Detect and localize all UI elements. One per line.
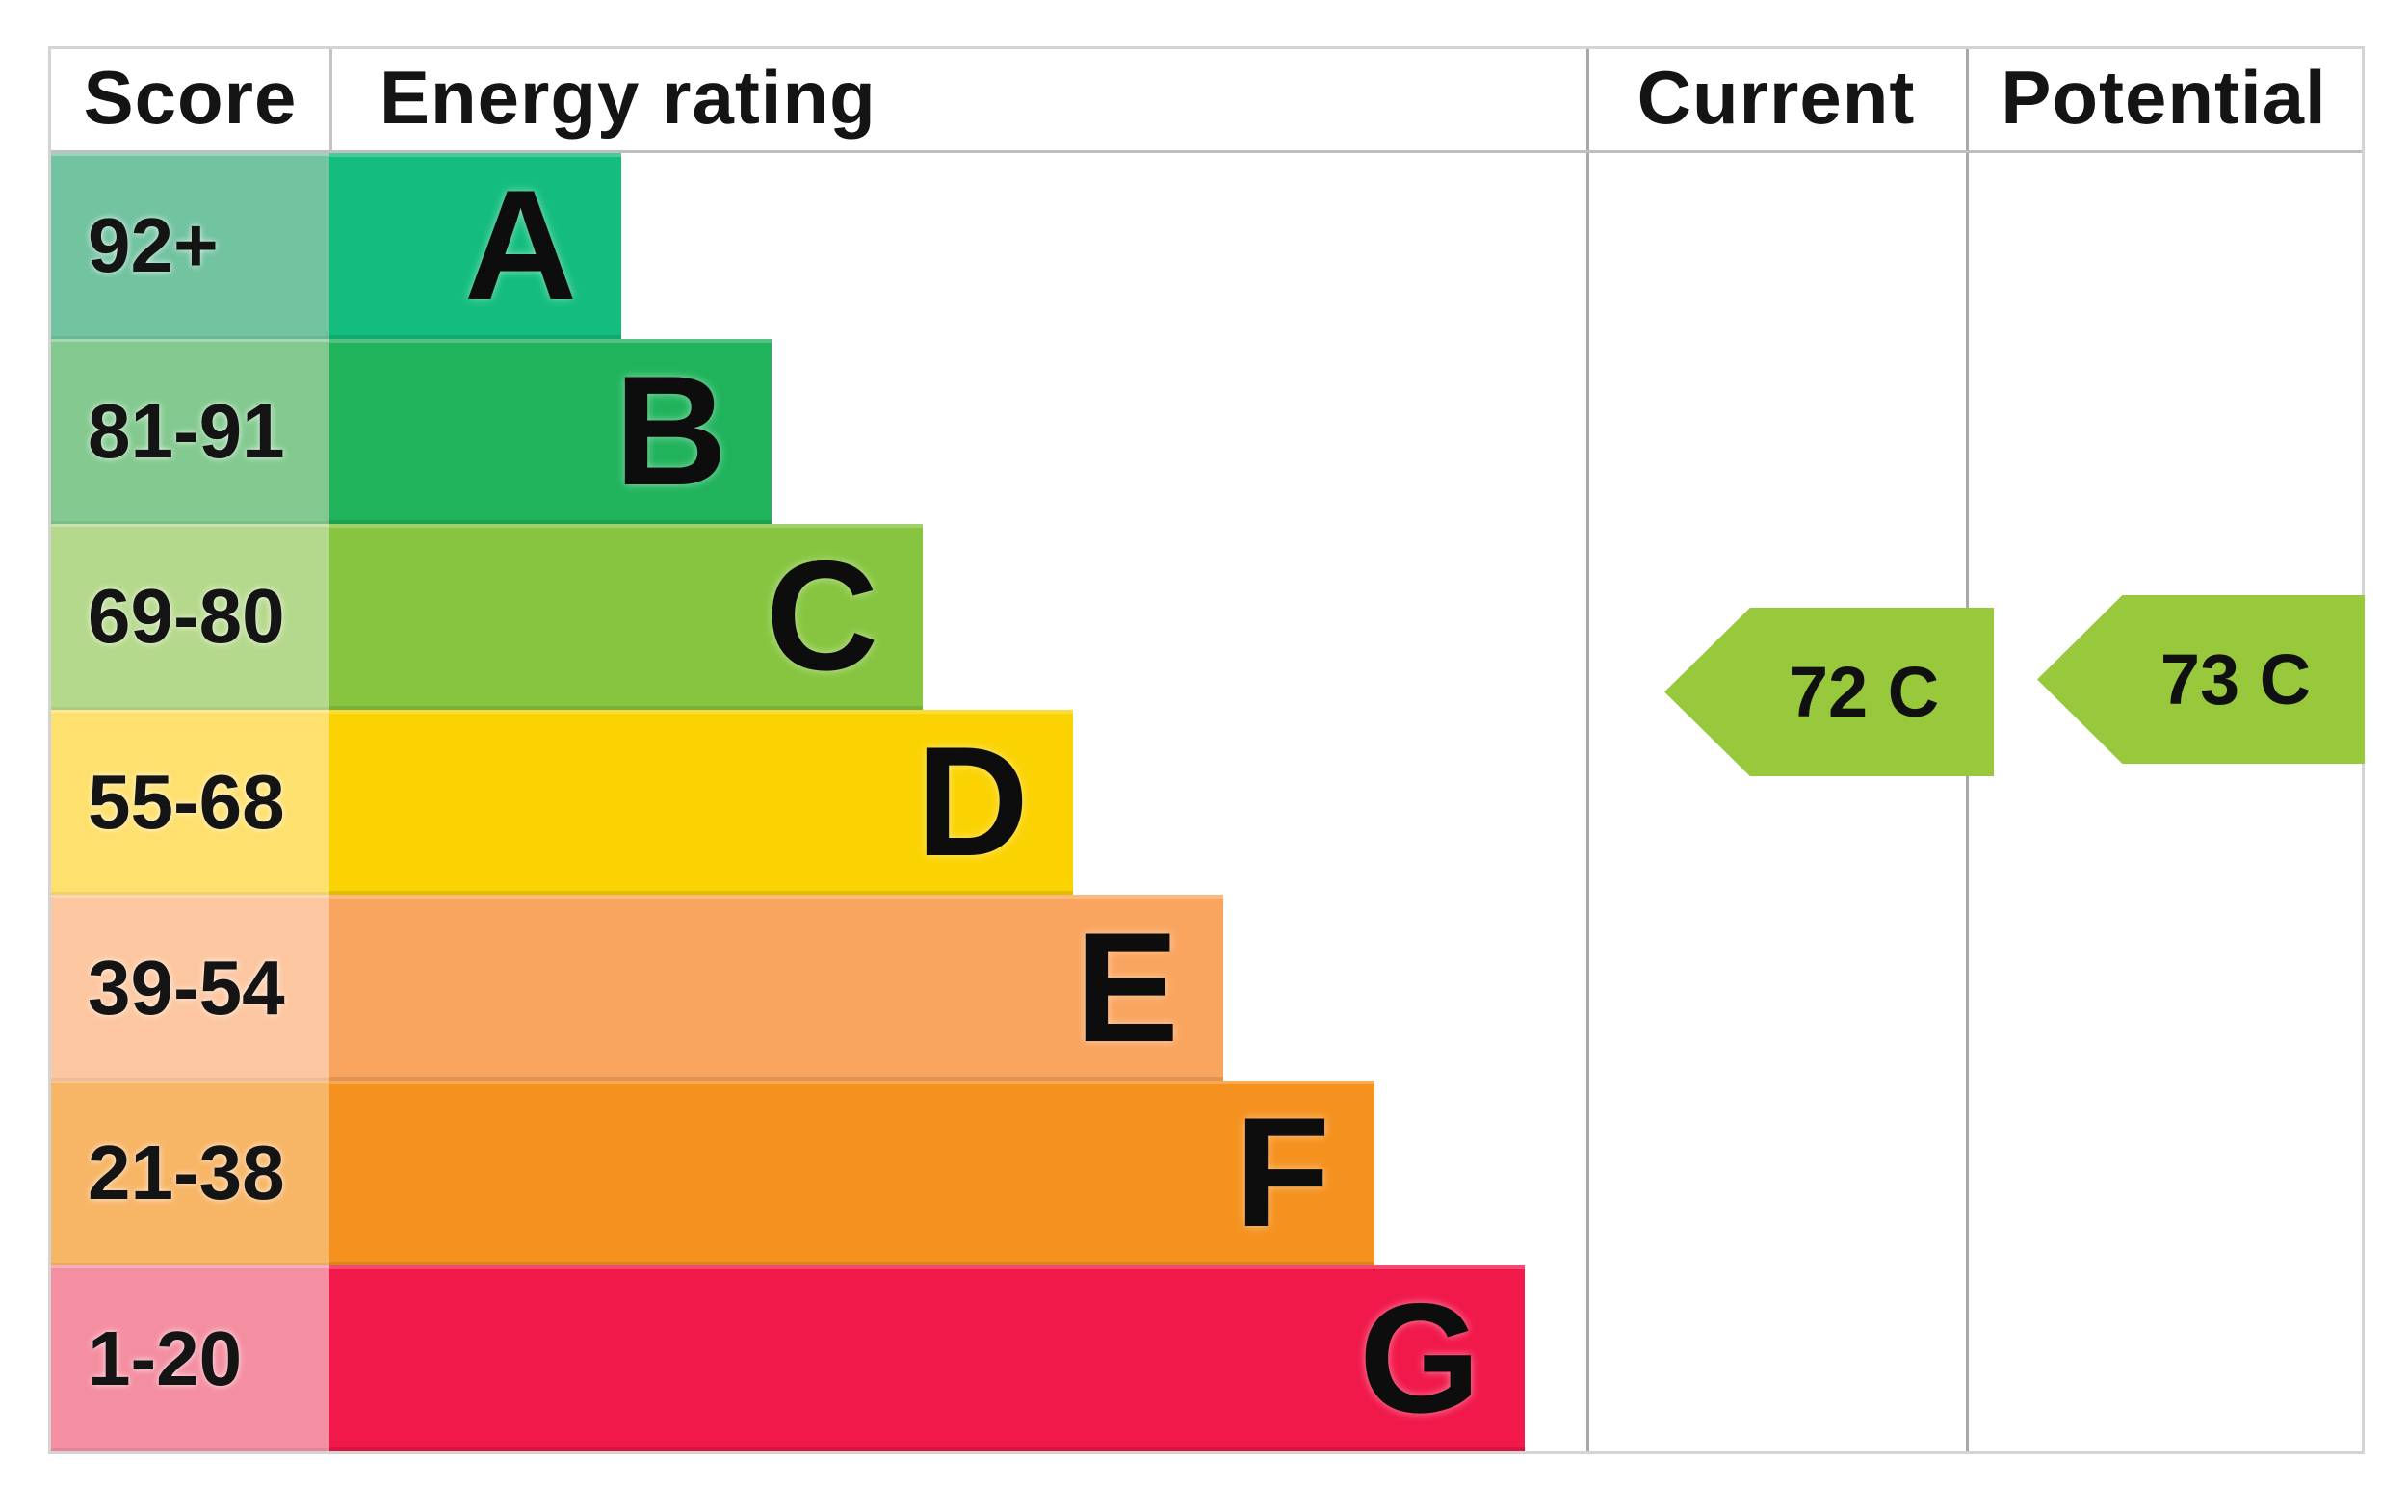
score-column-divider [329,49,332,150]
band-bar: D [329,709,1073,896]
band-score-range: 21-38 [51,1080,329,1266]
band-bar: G [329,1265,1525,1451]
band-row-c: 69-80 C [51,524,2362,710]
band-score-range: 81-91 [51,338,329,525]
band-letter: E [1074,899,1179,1075]
current-column-divider [1586,49,1589,1451]
energy-rating-column-header: Energy rating [380,55,877,140]
band-letter: G [1358,1270,1480,1446]
band-letter: A [464,158,577,333]
band-bar: A [329,153,621,339]
band-bar: B [329,338,772,525]
band-letter: F [1235,1085,1330,1261]
band-row-a: 92+ A [51,153,2362,339]
rating-bands: 92+ A 81-91 B 69-80 C 55-68 D 39-54 E 21… [51,153,2362,1451]
current-column-header: Current [1636,55,1916,140]
band-row-g: 1-20 G [51,1265,2362,1451]
band-letter: C [766,529,878,704]
score-column-header: Score [83,55,298,140]
band-score-range: 69-80 [51,524,329,710]
current-rating-value: 72 C [1788,652,1940,732]
band-row-d: 55-68 D [51,709,2362,896]
band-bar: F [329,1080,1374,1266]
band-score-range: 55-68 [51,709,329,896]
band-row-e: 39-54 E [51,895,2362,1081]
band-letter: D [916,714,1029,889]
band-bar: C [329,524,923,710]
rating-table: Score Energy rating Current Potential 92… [48,46,2365,1454]
band-score-range: 1-20 [51,1265,329,1451]
potential-column-header: Potential [2001,55,2327,140]
band-bar: E [329,895,1223,1081]
band-score-range: 92+ [51,153,329,339]
header-underline [51,150,2362,153]
band-score-range: 39-54 [51,895,329,1081]
band-row-b: 81-91 B [51,338,2362,525]
potential-rating-arrow: 73 C [2037,595,2365,764]
potential-rating-value: 73 C [2159,639,2312,719]
band-row-f: 21-38 F [51,1080,2362,1266]
band-letter: B [615,343,727,518]
